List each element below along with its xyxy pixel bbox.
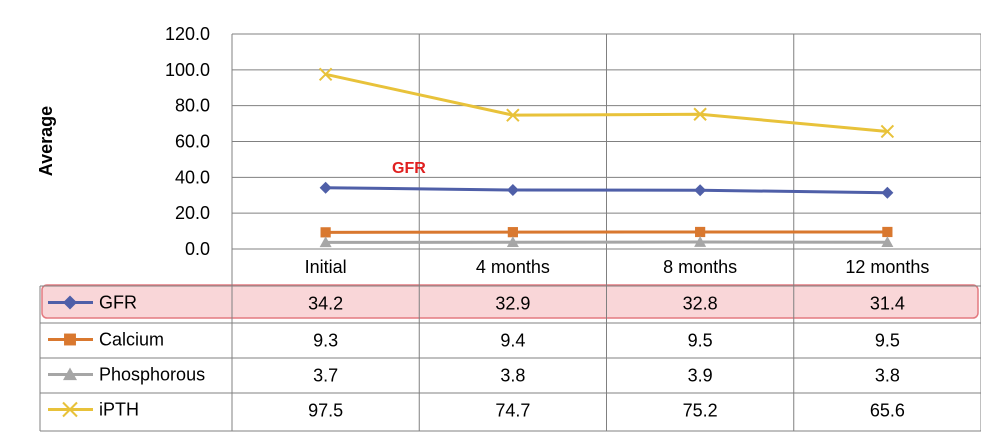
legend-key-calcium — [48, 333, 93, 346]
series-calcium — [320, 226, 893, 238]
gridlines — [231, 33, 981, 250]
table-cell-value: 3.7 — [313, 366, 338, 386]
legend-label: GFR — [99, 293, 137, 313]
table-cell-value: 3.8 — [500, 366, 525, 386]
y-tick-label: 40.0 — [175, 167, 210, 187]
data-table: Initial 4 months 8 months 12 months GFR 34.2 3… — [39, 249, 981, 432]
x-category-label: 12 months — [845, 257, 929, 277]
table-cell-value: 3.8 — [875, 366, 900, 386]
marker-triangle — [63, 367, 77, 381]
marker-x — [62, 401, 78, 418]
legend-label: Phosphorous — [99, 365, 205, 385]
marker-square — [320, 227, 331, 238]
marker-triangle — [319, 236, 332, 248]
y-tick-label: 120.0 — [165, 24, 210, 44]
marker-diamond — [63, 295, 77, 310]
legend-key-ipth — [48, 401, 93, 418]
y-axis: 120.0 100.0 80.0 60.0 40.0 20.0 0.0 — [165, 24, 210, 259]
x-category-label: 8 months — [663, 257, 737, 277]
marker-diamond — [694, 184, 707, 197]
table-cell-value: 9.3 — [313, 331, 338, 351]
marker-diamond — [319, 181, 332, 194]
series-line — [325, 186, 888, 195]
y-axis-label: Average — [36, 106, 56, 176]
marker-square — [882, 226, 893, 238]
table-cell-value: 97.5 — [308, 401, 343, 421]
table-cell-value: 34.2 — [308, 294, 343, 314]
series-gfr — [319, 181, 894, 199]
marker-square — [64, 333, 76, 346]
table-cell-value: 31.4 — [870, 294, 905, 314]
table-cell-value: 9.4 — [500, 331, 525, 351]
marker-x — [693, 107, 707, 121]
y-tick-label: 80.0 — [175, 96, 210, 116]
marker-x — [506, 108, 520, 122]
series-phosphorous — [319, 236, 894, 248]
marker-x — [318, 67, 333, 82]
marker-triangle — [506, 236, 519, 247]
table-cell-value: 74.7 — [495, 401, 530, 421]
gfr-annotation: GFR — [392, 160, 426, 177]
marker-square — [695, 226, 706, 238]
marker-diamond — [881, 186, 894, 199]
y-tick-label: 0.0 — [185, 239, 210, 259]
marker-x — [880, 124, 895, 139]
data-table-background — [41, 284, 979, 319]
marker-diamond — [506, 184, 519, 197]
table-cell-value: 9.5 — [875, 331, 900, 351]
legend-key-phosphorous — [48, 367, 93, 381]
marker-triangle — [694, 236, 707, 247]
marker-square — [507, 227, 518, 238]
table-cell-value: 65.6 — [870, 401, 905, 421]
marker-triangle — [881, 236, 894, 247]
y-tick-label: 20.0 — [175, 203, 210, 223]
y-tick-label: 100.0 — [165, 60, 210, 80]
highlight-row-background — [41, 284, 979, 319]
series-line — [325, 72, 888, 133]
table-cell-value: 75.2 — [683, 401, 718, 421]
legend-key-gfr — [48, 295, 93, 310]
x-category-label: 4 months — [476, 257, 550, 277]
y-tick-label: 60.0 — [175, 132, 210, 152]
series-layer — [318, 67, 895, 248]
table-cell-value: 32.8 — [683, 294, 718, 314]
legend-label: iPTH — [99, 400, 139, 420]
table-cell-value: 3.9 — [688, 366, 713, 386]
table-cell-value: 9.5 — [688, 331, 713, 351]
table-cell-value: 32.9 — [495, 294, 530, 314]
series-ipth — [318, 67, 895, 139]
legend-label: Calcium — [99, 330, 164, 350]
x-category-label: Initial — [305, 257, 347, 277]
